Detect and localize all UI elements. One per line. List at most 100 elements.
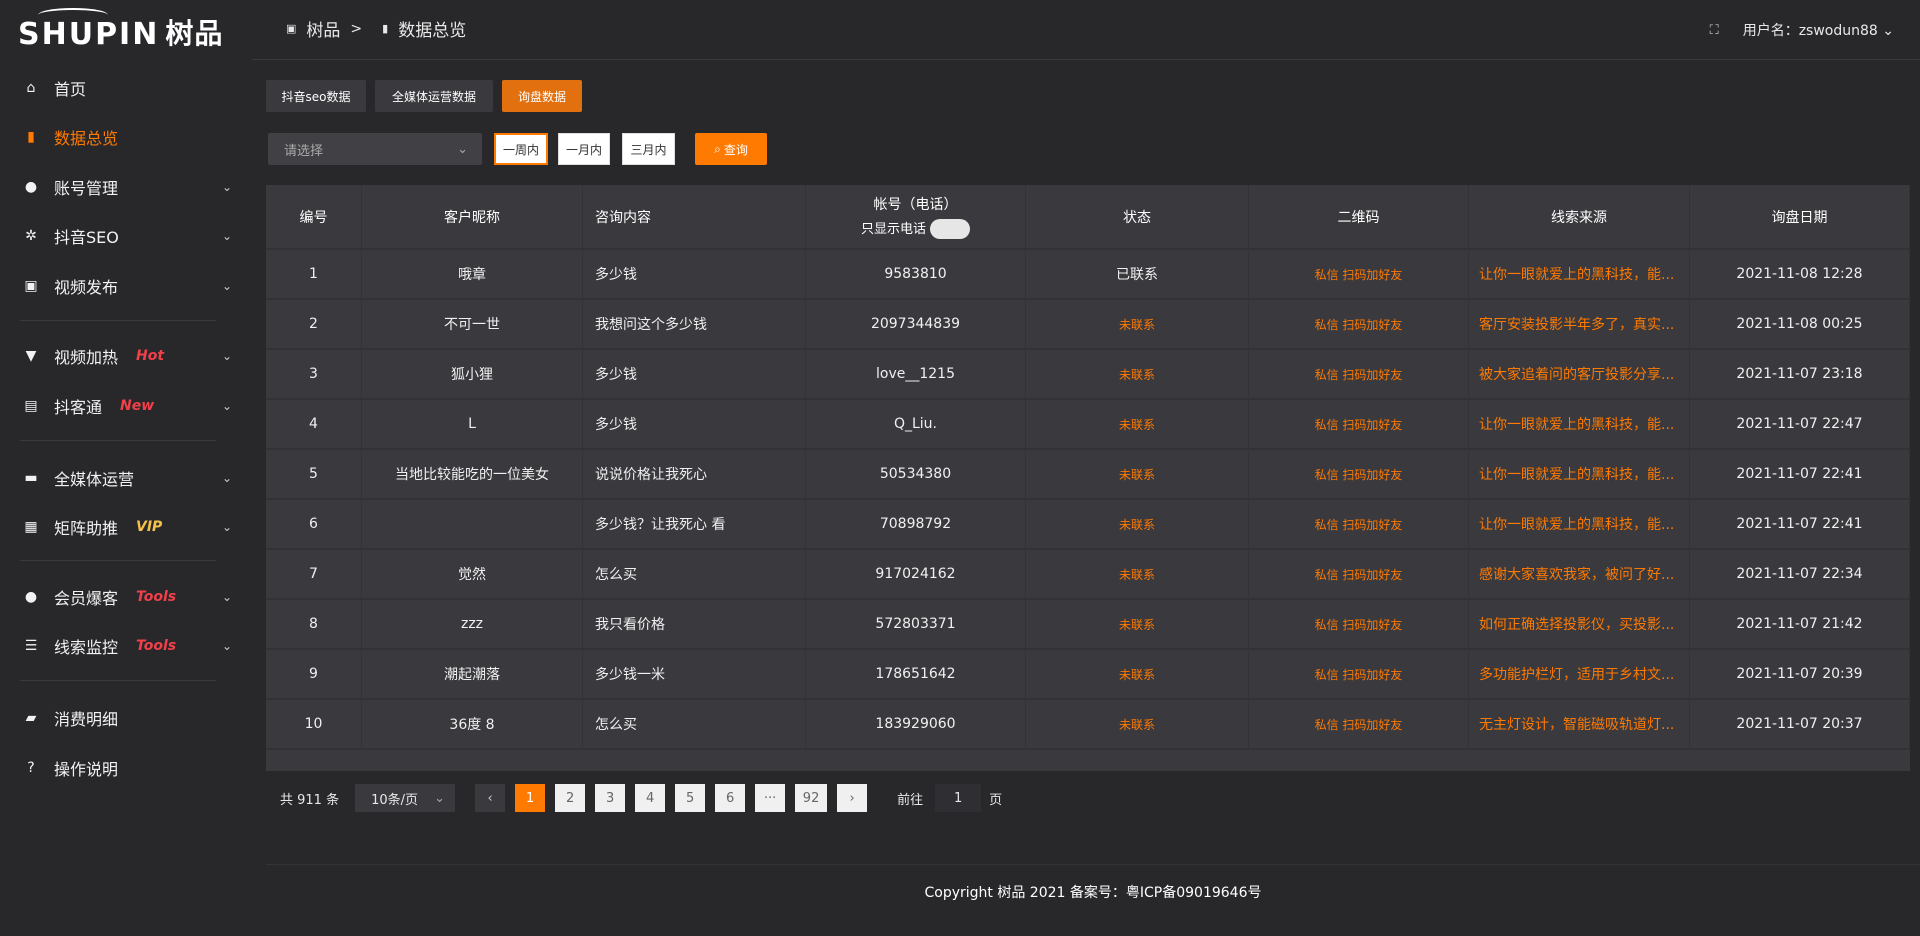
sidebar-item-5[interactable]: ▼ 视频加热 Hot ⌄ [22, 338, 232, 374]
sidebar-item-4[interactable]: ▣ 视频发布 ⌄ [22, 268, 232, 304]
tab-douyin-seo[interactable]: 抖音seo数据 [266, 80, 366, 112]
sidebar-item-3[interactable]: ✲ 抖音SEO ⌄ [22, 218, 232, 254]
sidebar-item-label: 数据总览 [54, 129, 119, 148]
video-icon: ▣ [24, 278, 38, 294]
sidebar-item-label: 账号管理 [54, 179, 119, 198]
account: 178651642 [806, 650, 1026, 698]
qrcode-link[interactable]: 私信 扫码加好友 [1249, 350, 1469, 398]
inquiry-date: 2021-11-07 22:41 [1690, 450, 1910, 498]
lead-source-link[interactable]: 让你一眼就爱上的黑科技，能... [1469, 500, 1690, 548]
sidebar-item-10[interactable]: ☰ 线索监控 Tools ⌄ [22, 628, 232, 664]
lead-source-link[interactable]: 被大家追着问的客厅投影分享... [1469, 350, 1690, 398]
phone-only-toggle[interactable] [930, 219, 970, 240]
tab-inquiry[interactable]: 询盘数据 [502, 80, 582, 112]
qrcode-link[interactable]: 私信 扫码加好友 [1249, 400, 1469, 448]
table-row: 3 狐小狸 多少钱 love__1215 未联系 私信 扫码加好友 被大家追着问的客厅投影分… [266, 350, 1910, 400]
page-button[interactable]: 5 [675, 784, 706, 812]
qrcode-link[interactable]: 私信 扫码加好友 [1249, 600, 1469, 648]
sidebar-item-9[interactable]: ● 会员爆客 Tools ⌄ [22, 579, 232, 615]
breadcrumb-home[interactable]: 树品 [306, 21, 341, 41]
qrcode-link[interactable]: 私信 扫码加好友 [1249, 500, 1469, 548]
inquiry-content: 多少钱 [583, 350, 806, 398]
lead-source-link[interactable]: 客厅安装投影半年多了，真实... [1469, 300, 1690, 348]
inquiry-content: 多少钱 [583, 400, 806, 448]
status: 未联系 [1026, 450, 1249, 498]
page-size-select[interactable]: 10条/页 ⌄ [355, 784, 456, 812]
divider [20, 440, 216, 441]
sidebar-badge: Tools [136, 638, 177, 654]
customer-nickname: 觉然 [362, 550, 583, 598]
sidebar-item-2[interactable]: ● 账号管理 ⌄ [22, 169, 232, 205]
logo: SHUPIN 树品 [18, 8, 223, 52]
wallet-icon: ▰ [25, 710, 37, 726]
sidebar-item-label: 抖音SEO [54, 228, 119, 247]
status: 未联系 [1026, 600, 1249, 648]
sidebar-item-8[interactable]: ▦ 矩阵助推 VIP ⌄ [22, 509, 232, 545]
page-button[interactable]: 4 [635, 784, 666, 812]
sidebar-item-12[interactable]: ? 操作说明 [22, 750, 232, 786]
query-button[interactable]: ⌕ 查询 [695, 133, 767, 165]
sidebar-item-1[interactable]: ▮ 数据总览 [22, 119, 232, 155]
inquiry-date: 2021-11-07 21:42 [1690, 600, 1910, 648]
chevron-down-icon: ⌄ [221, 229, 232, 243]
tab-all-media[interactable]: 全媒体运营数据 [375, 80, 493, 112]
fullscreen-icon[interactable]: ⛶ [1709, 22, 1719, 38]
prev-page-button[interactable]: ‹ [475, 784, 506, 812]
gear-icon: ✲ [25, 228, 37, 244]
qrcode-link[interactable]: 私信 扫码加好友 [1249, 250, 1469, 298]
qrcode-link[interactable]: 私信 扫码加好友 [1249, 450, 1469, 498]
lead-source-link[interactable]: 如何正确选择投影仪，买投影... [1469, 600, 1690, 648]
page-button[interactable]: 1 [515, 784, 546, 812]
row-id: 7 [266, 550, 362, 598]
pagination: 共 911 条 10条/页 ⌄ ‹ 1 2 3 4 5 6 ··· 92 › 前往 1 页 [280, 784, 1002, 812]
qrcode-link[interactable]: 私信 扫码加好友 [1249, 550, 1469, 598]
goto-page-input[interactable]: 1 [935, 784, 982, 812]
chevron-down-icon: ⌄ [221, 279, 232, 293]
account: love__1215 [806, 350, 1026, 398]
status: 未联系 [1026, 400, 1249, 448]
sidebar-item-0[interactable]: ⌂ 首页 [22, 70, 232, 106]
range-week-button[interactable]: 一周内 [494, 133, 548, 165]
range-month-button[interactable]: 一月内 [558, 133, 610, 165]
page-button[interactable]: 3 [595, 784, 626, 812]
account: 2097344839 [806, 300, 1026, 348]
customer-nickname [362, 500, 583, 548]
lead-source-link[interactable]: 让你一眼就爱上的黑科技，能... [1469, 250, 1690, 298]
lead-source-link[interactable]: 多功能护栏灯，适用于乡村文... [1469, 650, 1690, 698]
account: 917024162 [806, 550, 1026, 598]
inquiry-content: 多少钱 [583, 250, 806, 298]
sidebar-item-label: 消费明细 [54, 710, 119, 729]
sidebar-item-label: 会员爆客 [54, 589, 119, 608]
chevron-down-icon: ⌄ [221, 471, 232, 485]
sidebar-item-7[interactable]: ▬ 全媒体运营 ⌄ [22, 460, 232, 496]
page-button[interactable]: ··· [755, 784, 786, 812]
qrcode-link[interactable]: 私信 扫码加好友 [1249, 300, 1469, 348]
source-select[interactable]: 请选择 ⌄ [268, 133, 482, 165]
table-row: 4 L 多少钱 Q_Liu. 未联系 私信 扫码加好友 让你一眼就爱上的黑科技，能... 20… [266, 400, 1910, 450]
inquiry-date: 2021-11-07 23:18 [1690, 350, 1910, 398]
status: 未联系 [1026, 300, 1249, 348]
inquiry-date: 2021-11-08 00:25 [1690, 300, 1910, 348]
sidebar-item-6[interactable]: ▤ 抖客通 New ⌄ [22, 388, 232, 424]
qrcode-link[interactable]: 私信 扫码加好友 [1249, 700, 1469, 748]
customer-nickname: 狐小狸 [362, 350, 583, 398]
lead-source-link[interactable]: 感谢大家喜欢我家，被问了好... [1469, 550, 1690, 598]
next-page-button[interactable]: › [837, 784, 868, 812]
lead-source-link[interactable]: 无主灯设计，智能磁吸轨道灯... [1469, 700, 1690, 748]
lead-source-link[interactable]: 让你一眼就爱上的黑科技，能... [1469, 400, 1690, 448]
sidebar-item-11[interactable]: ▰ 消费明细 [22, 700, 232, 736]
page-button[interactable]: 92 [795, 784, 828, 812]
customer-nickname: 当地比较能吃的一位美女 [362, 450, 583, 498]
column-header: 二维码 [1249, 185, 1469, 248]
account: Q_Liu. [806, 400, 1026, 448]
column-header-label: 帐号（电话） [873, 196, 958, 213]
inquiry-date: 2021-11-08 12:28 [1690, 250, 1910, 298]
row-id: 10 [266, 700, 362, 748]
lead-source-link[interactable]: 让你一眼就爱上的黑科技，能... [1469, 450, 1690, 498]
user-menu[interactable]: 用户名：zswodun88 ⌄ [1743, 20, 1894, 40]
qrcode-link[interactable]: 私信 扫码加好友 [1249, 650, 1469, 698]
page-button[interactable]: 2 [555, 784, 586, 812]
page-button[interactable]: 6 [715, 784, 746, 812]
topbar: ▣ 树品 > ▮ 数据总览 ⛶ 用户名：zswodun88 ⌄ [252, 0, 1920, 60]
range-3month-button[interactable]: 三月内 [622, 133, 675, 165]
